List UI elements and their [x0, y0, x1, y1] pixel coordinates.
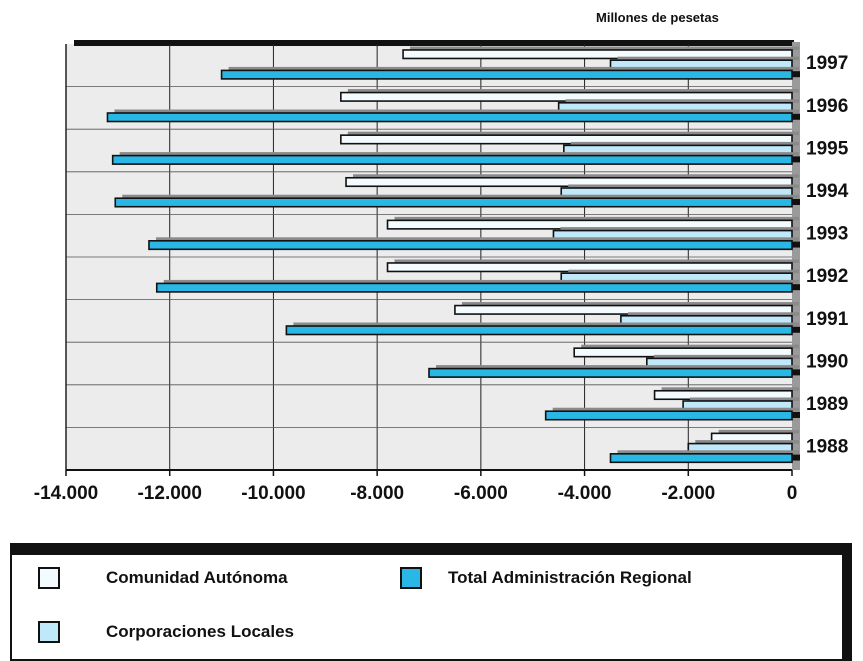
bar-shadow — [661, 387, 799, 391]
bar-shadow — [461, 302, 799, 306]
category-tick — [792, 113, 800, 120]
bar-total-1997 — [220, 69, 793, 80]
x-tick-label: -14.000 — [34, 483, 98, 504]
bar-total-1989 — [544, 410, 793, 421]
bar-shadow — [119, 152, 799, 156]
bar-total-1993 — [148, 240, 793, 251]
bar-shadow — [568, 269, 799, 274]
category-tick — [792, 284, 800, 291]
bar-shadow — [568, 184, 799, 188]
category-tick — [792, 71, 800, 78]
legend-item-comunidad: Comunidad Autónoma — [38, 567, 288, 589]
bar-shadow — [653, 354, 799, 359]
category-tick — [792, 326, 800, 333]
x-tick-label: 0 — [787, 483, 798, 504]
bar-total-1994 — [114, 197, 793, 208]
bar-shadow — [552, 407, 799, 412]
category-label: 1995 — [806, 138, 849, 159]
legend-right-border — [842, 545, 850, 659]
category-tick — [792, 454, 800, 461]
category-tick — [792, 369, 800, 376]
bar-shadow — [570, 141, 799, 146]
legend-label-total: Total Administración Regional — [448, 568, 692, 587]
bar-shadow — [617, 56, 799, 61]
category-label: 1991 — [806, 309, 849, 330]
bar-shadow — [410, 46, 799, 50]
bar-shadow — [155, 237, 799, 241]
bar-shadow — [163, 279, 799, 284]
bar-shadow — [228, 66, 800, 71]
bar-total-1988 — [609, 453, 793, 464]
legend-top-border — [12, 545, 850, 555]
bar-comunidad-1995 — [340, 134, 793, 145]
x-tick-label: -6.000 — [454, 483, 508, 504]
category-label: 1988 — [806, 437, 848, 458]
category-label: 1993 — [806, 224, 848, 245]
bar-total-1992 — [155, 282, 793, 293]
bar-total-1996 — [106, 112, 793, 123]
bar-shadow — [565, 99, 799, 103]
x-tick-label: -12.000 — [137, 483, 201, 504]
bar-shadow — [114, 109, 799, 114]
category-label: 1989 — [806, 394, 848, 415]
x-tick-label: -10.000 — [241, 483, 305, 504]
bar-shadow — [353, 174, 799, 178]
category-tick — [792, 411, 800, 418]
bar-shadow — [347, 131, 799, 136]
legend-label-comunidad: Comunidad Autónoma — [106, 568, 288, 587]
bar-shadow — [695, 440, 799, 444]
bar-shadow — [394, 259, 799, 263]
bar-total-1995 — [111, 154, 793, 165]
category-tick — [792, 241, 800, 248]
bar-shadow — [394, 216, 799, 221]
legend: Comunidad Autónoma Total Administración … — [10, 543, 852, 661]
category-label: 1996 — [806, 96, 848, 117]
bar-shadow — [436, 365, 799, 369]
legend-item-total: Total Administración Regional — [400, 567, 692, 589]
bar-total-1990 — [428, 367, 793, 378]
bar-comunidad-1997 — [402, 49, 793, 60]
bar-total-1991 — [285, 325, 793, 336]
bar-shadow — [560, 227, 799, 231]
legend-swatch-comunidad — [38, 567, 60, 589]
bar-comunidad-1991 — [454, 304, 793, 315]
plot-top-border — [74, 40, 794, 46]
legend-item-corporaciones: Corporaciones Locales — [38, 621, 294, 643]
category-label: 1994 — [806, 181, 849, 202]
unit-label: Millones de pesetas — [596, 10, 719, 25]
category-label: 1990 — [806, 351, 848, 372]
bar-shadow — [581, 344, 799, 349]
legend-swatch-corporaciones — [38, 621, 60, 643]
bar-shadow — [617, 450, 799, 454]
category-tick — [792, 198, 800, 205]
bar-shadow — [122, 194, 799, 199]
bar-shadow — [347, 89, 799, 93]
category-label: 1997 — [806, 53, 848, 74]
bar-shadow — [690, 397, 799, 401]
bar-shadow — [627, 312, 799, 316]
x-tick-label: -2.000 — [661, 483, 715, 504]
x-tick-label: -4.000 — [558, 483, 612, 504]
category-label: 1992 — [806, 266, 848, 287]
bar-chart: 1997 1996 1995 1994 1993 1992 1991 1990 1989 1988… — [34, 40, 849, 504]
plot-right-edge — [792, 42, 800, 470]
legend-label-corporaciones: Corporaciones Locales — [106, 622, 295, 641]
legend-swatch-total — [400, 567, 422, 589]
x-tick-label: -8.000 — [350, 483, 404, 504]
bar-shadow — [718, 429, 799, 434]
bar-shadow — [293, 322, 799, 327]
category-tick — [792, 156, 800, 163]
